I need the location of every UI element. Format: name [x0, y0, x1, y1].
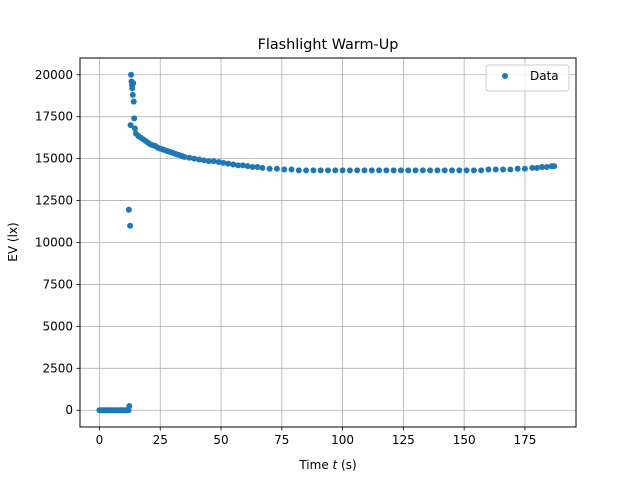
data-point [492, 166, 499, 173]
data-point [376, 167, 383, 174]
legend: Data [485, 64, 570, 92]
data-point [127, 122, 134, 129]
data-point [131, 125, 138, 132]
data-point [485, 166, 492, 173]
data-point [130, 80, 137, 87]
data-point [427, 167, 434, 174]
data-point [303, 167, 310, 174]
data-point [215, 158, 222, 165]
data-point [310, 167, 317, 174]
x-axis-label: Time t (s) [298, 458, 356, 472]
data-point [288, 166, 295, 173]
data-point [281, 166, 288, 173]
x-tick-label: 175 [513, 433, 536, 447]
data-point [397, 167, 404, 174]
y-tick-label: 0 [65, 403, 73, 417]
data-point [249, 164, 256, 171]
data-point [127, 222, 134, 229]
data-point [332, 167, 339, 174]
data-point [390, 167, 397, 174]
data-point [361, 167, 368, 174]
data-point [463, 167, 470, 174]
data-point [128, 71, 135, 78]
data-point [456, 167, 463, 174]
y-tick-label: 17500 [35, 110, 73, 124]
data-point [131, 115, 138, 122]
data-point [368, 167, 375, 174]
data-point [254, 164, 261, 171]
data-point [191, 155, 198, 162]
x-tick-label: 150 [453, 433, 476, 447]
data-point [449, 167, 455, 174]
data-point [181, 153, 188, 160]
data-point [529, 164, 536, 171]
data-point [354, 167, 361, 174]
data-point [266, 165, 273, 172]
data-point [507, 166, 514, 173]
data-point [346, 167, 353, 174]
data-point [220, 159, 227, 166]
data-point [419, 167, 426, 174]
x-tick-label: 100 [331, 433, 354, 447]
y-tick-label: 2500 [42, 361, 73, 375]
data-point [317, 167, 324, 174]
data-point [225, 160, 232, 167]
legend-box [485, 64, 570, 92]
data-point [210, 158, 217, 165]
x-tick-label: 50 [213, 433, 228, 447]
x-tick-label: 0 [96, 433, 104, 447]
data-point [543, 164, 550, 171]
data-point [244, 163, 251, 170]
data-point [500, 166, 507, 173]
y-tick-label: 12500 [35, 194, 73, 208]
data-point [538, 164, 545, 171]
data-point [273, 165, 280, 172]
data-point [412, 167, 419, 174]
data-point [434, 167, 441, 174]
data-point [383, 167, 390, 174]
data-point [239, 162, 246, 169]
data-point [514, 165, 521, 172]
data-point [551, 163, 558, 170]
data-point [521, 165, 528, 172]
data-point [339, 167, 346, 174]
data-point [235, 162, 242, 169]
y-ticks: 0 2500 5000 7500 10000 12500 15000 17500 20000 [35, 68, 80, 417]
data-point [129, 85, 136, 92]
y-tick-label: 15000 [35, 152, 73, 166]
data-point [201, 157, 207, 164]
data-point [441, 167, 448, 174]
x-tick-label: 75 [274, 433, 289, 447]
legend-marker [502, 73, 508, 79]
y-axis-label: EV (lx) [6, 222, 20, 261]
legend-label: Data [530, 69, 559, 83]
data-points [96, 71, 558, 414]
data-point [125, 206, 132, 213]
data-point [470, 167, 477, 174]
data-point [196, 156, 203, 163]
data-point [130, 98, 137, 105]
chart-title: Flashlight Warm-Up [258, 37, 399, 53]
x-tick-label: 25 [153, 433, 168, 447]
data-point [230, 161, 237, 168]
grid [80, 58, 576, 427]
data-point [205, 158, 212, 165]
data-point [126, 403, 133, 410]
data-point [405, 167, 412, 174]
data-point [295, 167, 302, 174]
data-point [186, 154, 193, 161]
data-point [325, 167, 331, 174]
data-point [259, 164, 266, 171]
y-tick-label: 20000 [35, 68, 73, 82]
y-tick-label: 7500 [42, 277, 73, 291]
x-tick-label: 125 [392, 433, 415, 447]
x-ticks: 0 25 50 75 100 125 150 175 [96, 427, 536, 447]
y-tick-label: 10000 [35, 236, 73, 250]
y-tick-label: 5000 [42, 319, 73, 333]
data-point [478, 167, 485, 174]
data-point [534, 164, 541, 171]
data-point [129, 91, 136, 98]
